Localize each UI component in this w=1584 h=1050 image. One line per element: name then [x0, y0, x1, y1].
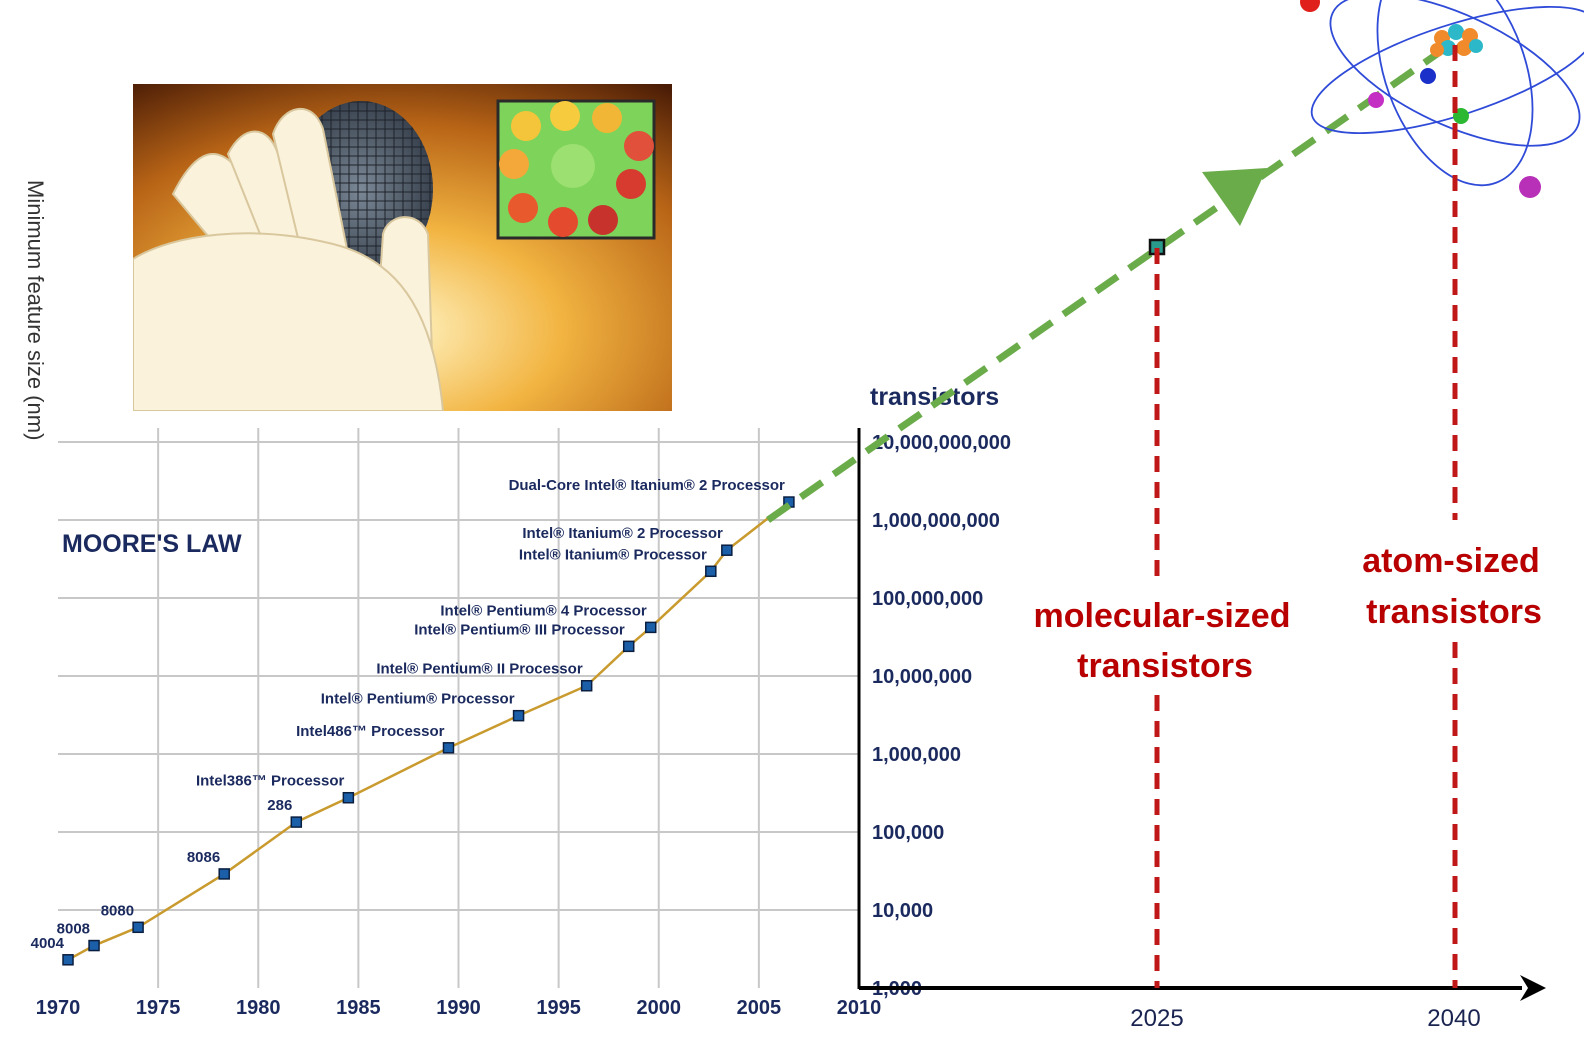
projection-arrowhead	[1202, 168, 1267, 226]
processor-markers	[62, 496, 795, 966]
processor-marker	[721, 544, 733, 556]
x-tick-label: 1970	[36, 997, 81, 1019]
processor-label: Intel® Pentium® Processor	[321, 691, 515, 708]
processor-label: Dual-Core Intel® Itanium® 2 Processor	[509, 477, 785, 494]
processor-marker	[290, 816, 303, 828]
molecular-label-line1: molecular-sized	[1034, 597, 1291, 635]
processor-label: Intel® Itanium® 2 Processor	[522, 525, 723, 542]
processor-label: Intel® Pentium® II Processor	[376, 661, 582, 678]
y-tick-label: 10,000	[872, 900, 933, 922]
processor-marker	[132, 921, 144, 934]
processor-label: Intel386™ Processor	[196, 773, 345, 790]
wafer-inset	[496, 99, 656, 240]
processor-label: Intel® Pentium® III Processor	[414, 621, 625, 638]
processor-label: 286	[267, 797, 292, 814]
processor-marker	[644, 621, 657, 634]
processor-marker	[342, 791, 355, 804]
trend-line	[67, 501, 790, 961]
x-tick-label: 2005	[737, 997, 782, 1019]
y-tick-label: 10,000,000,000	[872, 432, 1011, 454]
processor-marker	[62, 954, 74, 966]
processor-label: Intel486™ Processor	[296, 723, 445, 740]
atom-label-line2: transistors	[1366, 593, 1542, 631]
processor-marker	[512, 709, 525, 722]
processor-marker	[218, 868, 230, 880]
processor-marker	[442, 742, 455, 754]
processor-label: Intel® Itanium® Processor	[519, 546, 707, 563]
atom-label-line1: atom-sized	[1362, 542, 1540, 580]
projection-arrow-line	[765, 42, 1453, 523]
processor-label: 8086	[187, 849, 220, 866]
processor-label: 8008	[57, 921, 90, 938]
y-tick-label: 10,000,000	[872, 666, 972, 688]
atom-icon	[1300, 0, 1584, 198]
x-tick-label: 1995	[536, 997, 581, 1019]
processor-marker	[580, 679, 593, 692]
y-tick-labels: 1,00010,000100,0001,000,00010,000,000100…	[872, 432, 1011, 1000]
processor-label: Intel® Pentium® 4 Processor	[440, 602, 646, 619]
x-tick-label: 1985	[336, 997, 381, 1019]
x-tick-label: 1980	[236, 997, 281, 1019]
y-tick-label: 100,000,000	[872, 588, 983, 610]
chart-title: MOORE'S LAW	[62, 530, 242, 558]
year-label-2025: 2025	[1130, 1005, 1183, 1032]
year-label-2040: 2040	[1427, 1005, 1480, 1032]
processor-label: 8080	[101, 902, 134, 919]
y-tick-label: 100,000	[872, 822, 944, 844]
x-tick-labels: 1970 1975 1980 1985 1990 1995 2000 2005 2010	[36, 997, 882, 1019]
wafer-photo	[133, 84, 672, 411]
x-tick-label: 1990	[436, 997, 481, 1019]
y-tick-label: 1,000,000	[872, 744, 961, 766]
x-tick-label: 2000	[637, 997, 682, 1019]
y-axis-title-text: Minimum feature size (nm)	[23, 180, 48, 441]
time-axis-arrowhead	[1520, 975, 1546, 1001]
processor-marker	[88, 939, 100, 952]
processor-marker	[622, 640, 635, 653]
gloved-hand	[133, 108, 445, 411]
processor-label: 4004	[31, 935, 65, 952]
processor-marker	[705, 565, 717, 578]
x-tick-label: 2010	[837, 997, 882, 1019]
y-axis-title: Minimum feature size (nm)	[22, 180, 48, 540]
molecular-label-line2: transistors	[1077, 647, 1253, 685]
chart-grid	[58, 428, 859, 988]
x-tick-label: 1975	[136, 997, 181, 1019]
y-tick-label: 1,000,000,000	[872, 510, 1000, 532]
